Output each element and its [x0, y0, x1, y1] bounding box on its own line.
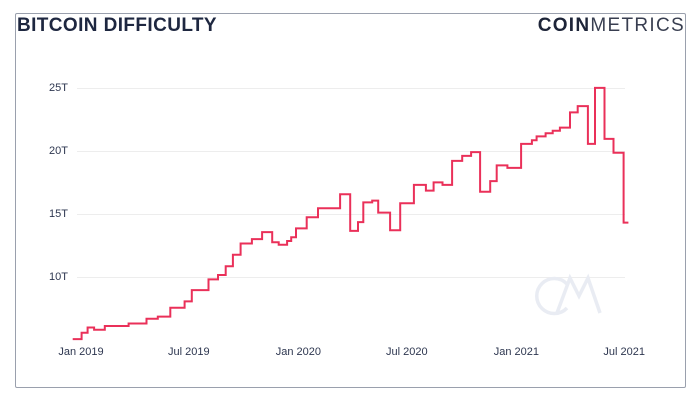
- y-tick-label: 20T: [49, 145, 68, 157]
- x-tick-label: Jul 2019: [168, 346, 210, 358]
- x-tick-label: Jan 2019: [58, 346, 104, 358]
- y-tick-label: 25T: [49, 82, 68, 94]
- logo-coin-text: COIN: [537, 15, 591, 36]
- logo-metrics-text: METRICS: [590, 15, 685, 36]
- x-tick-label: Jan 2020: [275, 346, 322, 358]
- cm-watermark-icon: [535, 273, 602, 316]
- difficulty-line: [72, 86, 629, 341]
- coinmetrics-logo: COINMETRICS: [538, 15, 685, 37]
- cm-watermark-glyph: [535, 276, 569, 316]
- x-tick-label: Jul 2020: [385, 346, 428, 358]
- gridlines: [77, 88, 625, 278]
- y-tick-label: 15T: [49, 208, 68, 220]
- x-tick-label: Jan 2021: [493, 346, 539, 358]
- x-tick-label: Jul 2021: [603, 346, 645, 358]
- y-tick-label: 10T: [49, 271, 68, 283]
- chart-title: BITCOIN DIFFICULTY: [17, 15, 217, 36]
- cm-watermark-glyph: [555, 273, 602, 314]
- difficulty-line-series: [72, 86, 629, 341]
